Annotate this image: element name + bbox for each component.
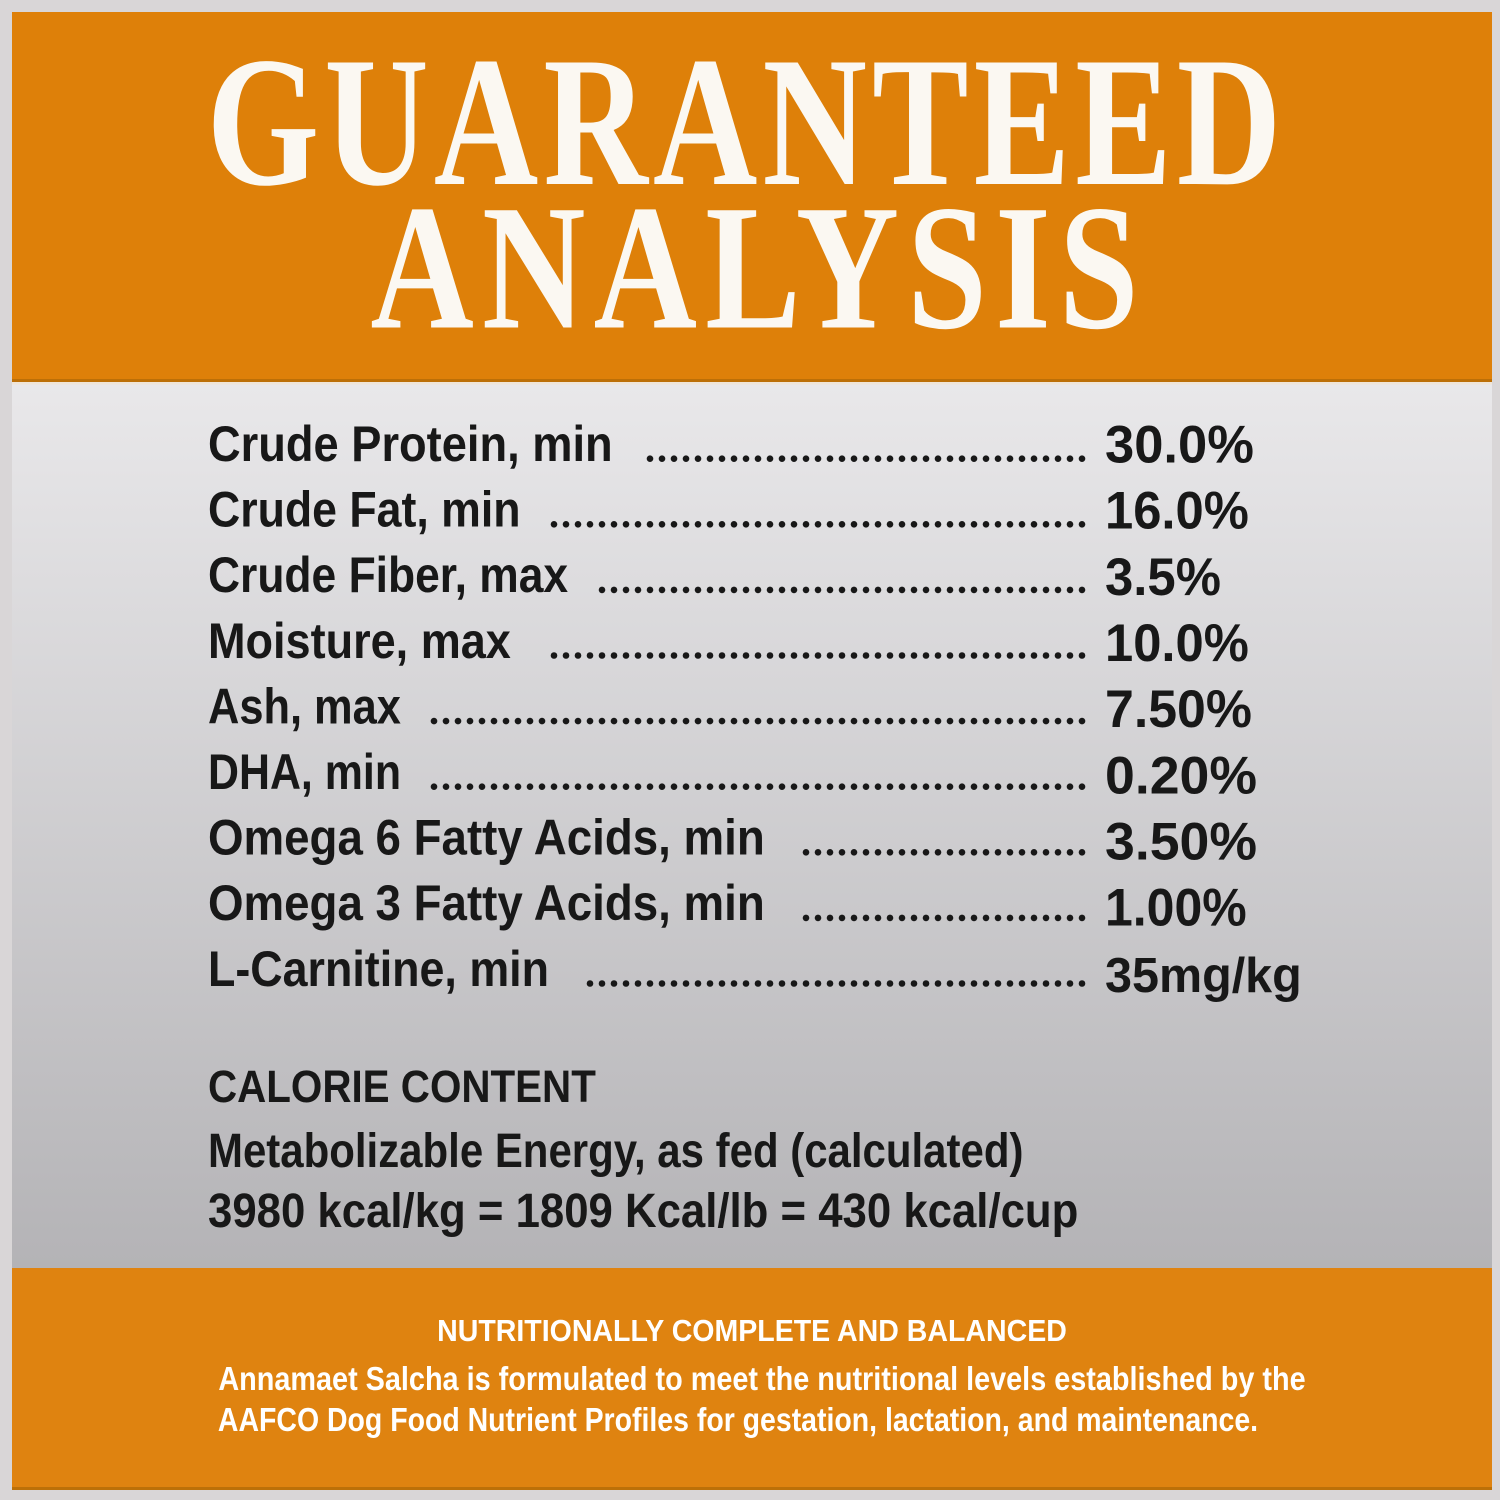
svg-text:AAFCO Dog Food Nutrient Profil: AAFCO Dog Food Nutrient Profiles for ges… [218,1401,1258,1438]
svg-text:7.50%: 7.50% [1105,681,1252,740]
svg-text:GUARANTEED: GUARANTEED [207,19,1287,224]
svg-text:ANALYSIS: ANALYSIS [370,170,1146,368]
svg-text:L-Carnitine, min: L-Carnitine, min [208,942,549,998]
svg-text:DHA, min: DHA, min [208,744,401,800]
svg-text:30.0%: 30.0% [1105,415,1254,474]
svg-text:Crude Fiber, max: Crude Fiber, max [208,548,568,604]
svg-text:0.20%: 0.20% [1105,747,1257,806]
svg-text:35mg/kg: 35mg/kg [1105,949,1302,1003]
svg-text:Crude Fat, min: Crude Fat, min [208,482,521,538]
svg-text:NUTRITIONALLY COMPLETE AND BAL: NUTRITIONALLY COMPLETE AND BALANCED [437,1314,1067,1348]
svg-text:Annamaet Salcha is formulated: Annamaet Salcha is formulated to meet th… [218,1360,1305,1397]
svg-text:3.5%: 3.5% [1105,548,1221,607]
svg-text:16.0%: 16.0% [1105,481,1249,540]
svg-text:3.50%: 3.50% [1105,813,1257,872]
svg-text:Omega 3 Fatty Acids, min: Omega 3 Fatty Acids, min [208,876,765,931]
svg-text:1.00%: 1.00% [1105,877,1247,937]
svg-text:Metabolizable Energy, as fed (: Metabolizable Energy, as fed (calculated… [208,1123,1023,1177]
svg-text:Omega 6 Fatty Acids, min: Omega 6 Fatty Acids, min [208,811,765,866]
svg-text:Crude Protein, min: Crude Protein, min [208,417,613,473]
svg-text:Moisture, max: Moisture, max [208,614,511,670]
svg-text:Ash, max: Ash, max [208,679,401,735]
svg-text:10.0%: 10.0% [1105,613,1249,672]
svg-text:3980 kcal/kg = 1809 Kcal/lb =: 3980 kcal/kg = 1809 Kcal/lb = 430 kcal/c… [208,1183,1078,1237]
svg-text:CALORIE CONTENT: CALORIE CONTENT [208,1062,596,1113]
